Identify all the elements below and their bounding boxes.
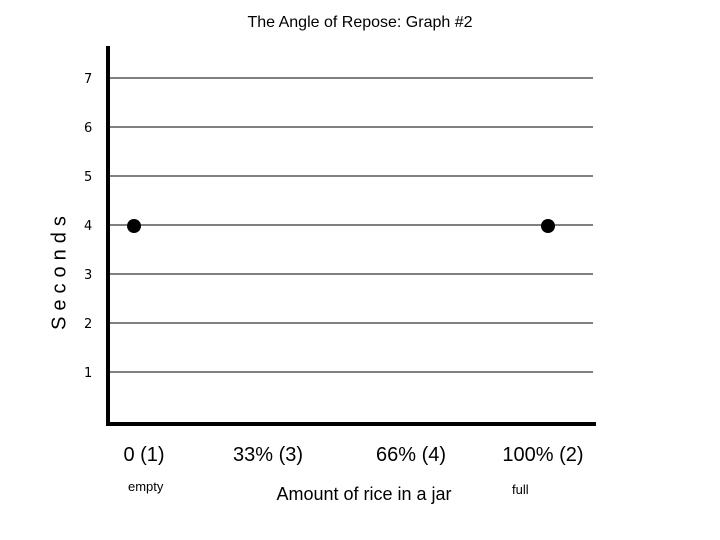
x-tick-label-66: 66% (4) xyxy=(375,444,447,466)
x-tick-label-33: 33% (3) xyxy=(232,444,304,466)
data-point-2 xyxy=(541,219,555,233)
y-tick-label-2: 2 xyxy=(84,317,92,332)
y-tick-label-7: 7 xyxy=(84,72,92,87)
chart-title: The Angle of Repose: Graph #2 xyxy=(247,14,473,31)
y-tick-labels: 1 2 3 4 5 6 7 xyxy=(84,72,92,381)
x-tick-label-100: 100% (2) xyxy=(502,444,584,466)
y-tick-label-4: 4 xyxy=(84,219,92,234)
x-axis-label: Amount of rice in a jar xyxy=(276,484,452,504)
x-note-empty: empty xyxy=(128,479,164,494)
x-note-full: full xyxy=(512,482,529,497)
y-tick-label-1: 1 xyxy=(84,366,92,381)
y-tick-label-3: 3 xyxy=(84,268,92,283)
data-point-1 xyxy=(127,219,141,233)
gridlines xyxy=(108,77,593,373)
x-tick-label-empty: 0 (1) xyxy=(123,444,165,466)
y-tick-label-6: 6 xyxy=(84,121,92,136)
y-tick-label-5: 5 xyxy=(84,170,92,185)
data-points xyxy=(127,219,555,233)
